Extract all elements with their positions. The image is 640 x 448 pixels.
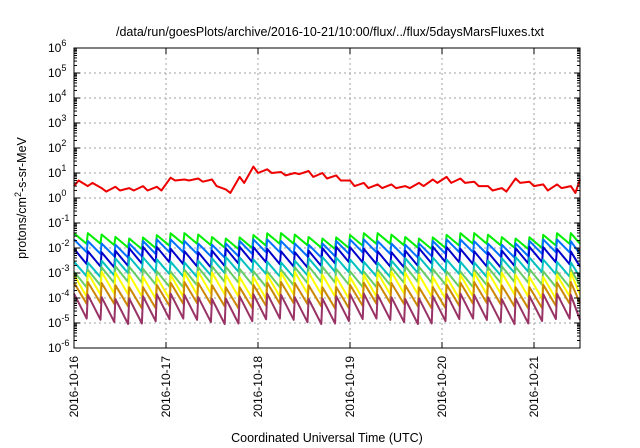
x-tick-label: 2016-10-18 <box>251 356 265 418</box>
y-axis-label-base: protons/cm <box>15 197 29 259</box>
y-tick-label: 101 <box>48 163 66 180</box>
series-line-4 <box>73 245 581 269</box>
x-tick-label: 2016-10-20 <box>435 356 449 418</box>
x-tick-label: 2016-10-21 <box>527 356 541 418</box>
y-tick-label: 10-4 <box>48 288 69 305</box>
series-line-9 <box>73 292 581 326</box>
y-tick-label: 105 <box>48 63 66 80</box>
plot-frame <box>73 47 581 349</box>
y-tick-label: 10-2 <box>48 238 69 255</box>
y-tick-label: 102 <box>48 138 66 155</box>
y-axis-ticks: 10-6 10-5 10-4 10-3 10-2 10-1 100 101 102 103 104 1… <box>48 38 580 355</box>
series-line-7 <box>73 270 581 300</box>
y-tick-label: 100 <box>48 188 66 205</box>
y-tick-label: 103 <box>48 113 66 130</box>
y-axis-label: protons/cm2-s-sr-MeV <box>13 136 29 258</box>
series-line-5 <box>73 256 581 279</box>
y-tick-label: 10-1 <box>48 213 69 230</box>
y-tick-label: 104 <box>48 88 66 105</box>
chart-title: /data/run/goesPlots/archive/2016-10-21/1… <box>116 25 545 39</box>
y-axis-label-sup: 2 <box>13 192 23 197</box>
x-axis-label: Coordinated Universal Time (UTC) <box>231 431 423 445</box>
x-tick-label: 2016-10-19 <box>343 356 357 418</box>
series-line-6 <box>73 265 581 289</box>
y-tick-label: 10-5 <box>48 313 69 330</box>
series-line-8 <box>73 281 581 310</box>
x-tick-label: 2016-10-16 <box>67 356 81 418</box>
x-axis-ticks: 2016-10-16 2016-10-17 2016-10-18 2016-10-19… <box>67 48 541 417</box>
series-line-1 <box>73 165 581 194</box>
series-line-3 <box>73 238 581 259</box>
series-line-2 <box>73 232 581 251</box>
y-axis-label-rest: -s-sr-MeV <box>15 136 29 192</box>
y-tick-label: 10-6 <box>48 338 69 355</box>
x-tick-label: 2016-10-17 <box>159 356 173 418</box>
y-tick-label: 106 <box>48 38 66 55</box>
y-tick-label: 10-3 <box>48 263 69 280</box>
data-series <box>73 165 581 326</box>
